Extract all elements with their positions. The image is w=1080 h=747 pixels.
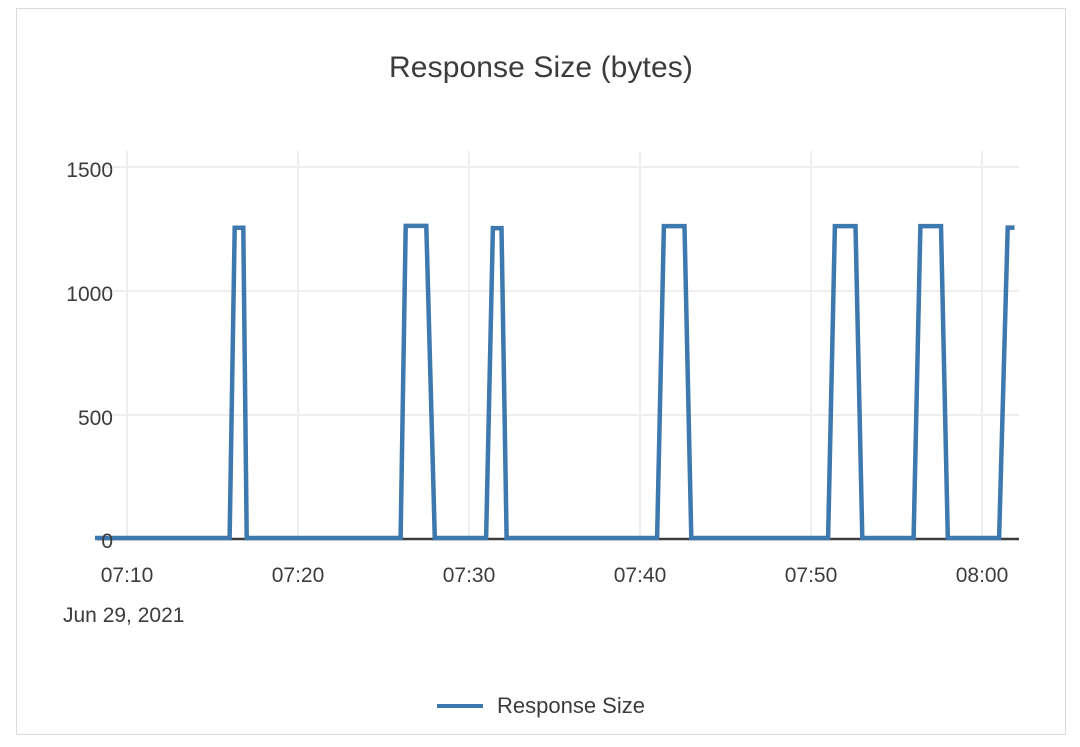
x-tick-label-0800: 08:00 bbox=[955, 564, 1009, 587]
x-tick-label-0720: 07:20 bbox=[271, 564, 325, 587]
legend-line-swatch-icon bbox=[437, 704, 483, 708]
x-tick-label-0730: 07:30 bbox=[442, 564, 496, 587]
y-tick-label-1000: 1000 bbox=[66, 283, 113, 306]
x-axis-date-label: Jun 29, 2021 bbox=[63, 604, 185, 627]
y-tick-label-1500: 1500 bbox=[66, 159, 113, 182]
gridlines bbox=[97, 151, 1019, 538]
chart-legend: Response Size bbox=[17, 693, 1065, 719]
y-tick-label-500: 500 bbox=[77, 407, 113, 430]
legend-item-label: Response Size bbox=[497, 693, 645, 718]
x-tick-label-0740: 07:40 bbox=[613, 564, 667, 587]
x-tick-label-0750: 07:50 bbox=[784, 564, 838, 587]
chart-title: Response Size (bytes) bbox=[389, 51, 693, 84]
chart-card: Response Size (bytes) 1500 1000 500 0 07… bbox=[16, 8, 1066, 735]
y-tick-label-0: 0 bbox=[101, 530, 113, 553]
series-line-response-size bbox=[95, 223, 1015, 541]
x-tick-label-0710: 07:10 bbox=[100, 564, 154, 587]
